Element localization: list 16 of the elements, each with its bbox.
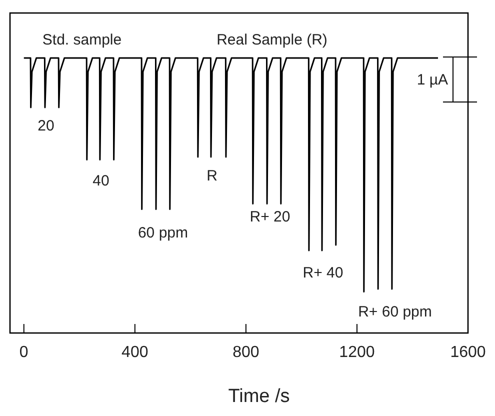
- annotation: R+ 20: [250, 208, 290, 226]
- text: Std. sample: [42, 32, 122, 48]
- annotation: R+ 40: [302, 264, 344, 282]
- x-tick-label: 1600: [450, 344, 486, 361]
- x-tick-label: 800: [232, 344, 260, 361]
- annotation: 1 µA: [416, 72, 448, 88]
- text: Real Sample (R): [216, 32, 328, 48]
- annotation: 20: [38, 118, 54, 134]
- x-tick-label: 400: [122, 344, 148, 361]
- annotation: R+ 60 ppm: [358, 304, 432, 320]
- annotation: R: [206, 168, 218, 184]
- annotation: 60 ppm: [138, 224, 188, 242]
- annotation: 40: [92, 172, 110, 190]
- x-tick-label: 0: [19, 344, 28, 361]
- x-axis-title: Time /s: [228, 386, 290, 407]
- x-tick-label: 1200: [339, 344, 375, 361]
